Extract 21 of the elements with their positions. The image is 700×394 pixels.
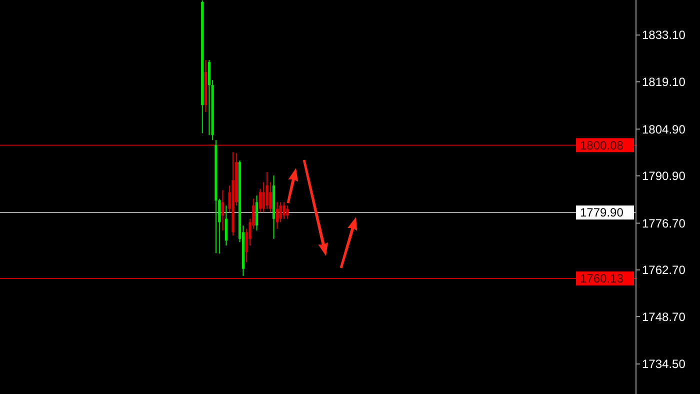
y-tick-label: 1748.70 xyxy=(642,310,686,324)
candlestick xyxy=(286,205,289,220)
candlestick xyxy=(224,205,228,246)
candlestick xyxy=(258,188,262,213)
y-tick-label: 1833.10 xyxy=(642,28,686,42)
y-tick-label: 1776.70 xyxy=(642,216,686,230)
y-tick-label: 1734.50 xyxy=(642,357,686,372)
ref-line-label: 1760.13 xyxy=(580,272,624,286)
candlestick xyxy=(266,172,268,210)
ref-line-label: 1800.08 xyxy=(580,138,624,152)
candlestick xyxy=(221,190,224,232)
y-tick-label: 1804.90 xyxy=(642,122,686,136)
candlestick xyxy=(208,60,210,136)
candlestick xyxy=(255,195,258,232)
y-tick-label: 1819.10 xyxy=(642,74,686,89)
y-tick-label: 1790.90 xyxy=(642,169,686,184)
candlestick xyxy=(279,202,282,223)
candlestick xyxy=(282,202,286,220)
ref-line-label: 1779.90 xyxy=(580,206,624,220)
candlestick xyxy=(276,202,278,230)
y-tick-label: 1762.70 xyxy=(642,263,686,278)
